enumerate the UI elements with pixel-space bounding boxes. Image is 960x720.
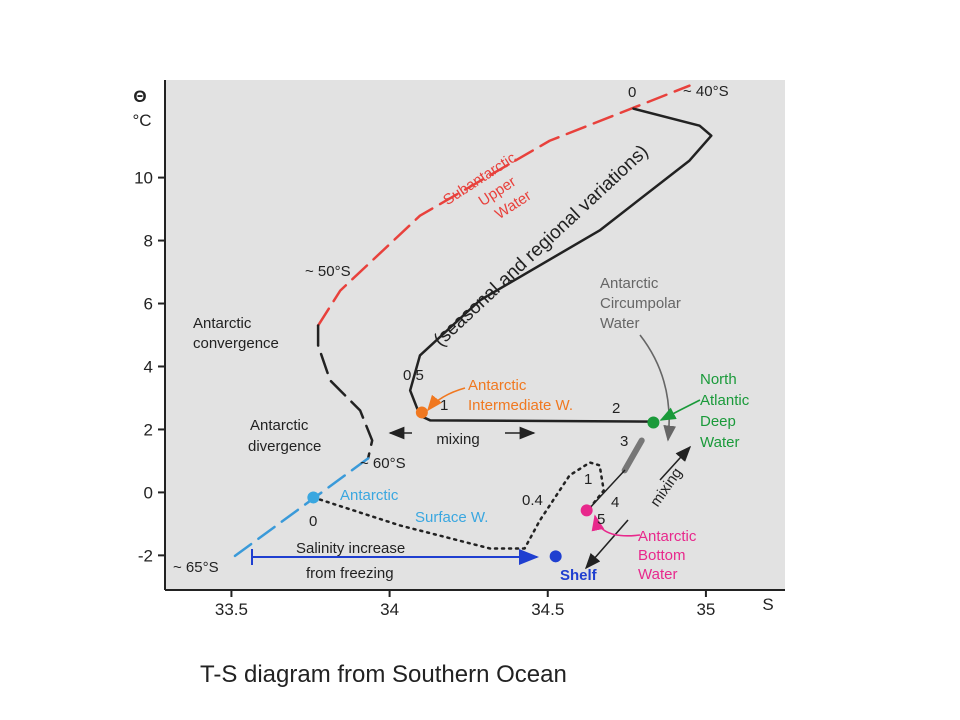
water-mass-point [415, 406, 428, 419]
y-tick-label: 6 [144, 295, 153, 314]
annotation: 0 [309, 513, 317, 530]
annotation: ~ 40°S [683, 83, 729, 100]
annotation: Atlantic [700, 392, 750, 409]
x-label: S [762, 595, 773, 614]
annotation: divergence [248, 438, 321, 455]
annotation: Antarctic [193, 315, 252, 332]
annotation: North [700, 371, 737, 388]
x-tick-label: 35 [696, 600, 715, 619]
annotation: Water [638, 566, 677, 583]
x-tick-label: 33.5 [215, 600, 248, 619]
annotation: convergence [193, 335, 279, 352]
annotation: 2 [612, 400, 620, 417]
x-tick-label: 34.5 [531, 600, 564, 619]
annotation: Antarctic [638, 528, 697, 545]
y-tick-label: 8 [144, 232, 153, 251]
annotation: Antarctic [250, 417, 309, 434]
annotation: Bottom [638, 547, 686, 564]
curve [621, 437, 645, 474]
annotation: Surface W. [415, 509, 488, 526]
annotation: Water [700, 434, 739, 451]
x-tick-label: 34 [380, 600, 399, 619]
curve [312, 461, 605, 550]
curve [316, 84, 691, 327]
annotation: 0 [628, 84, 636, 101]
annotation: Antarctic [340, 487, 399, 504]
annotation: ~ 50°S [305, 263, 351, 280]
annotation: Deep [700, 413, 736, 430]
annotation: 3 [620, 433, 628, 450]
annotation: Circumpolar [600, 295, 681, 312]
water-mass-point [580, 504, 593, 517]
annotation: ~ 65°S [173, 559, 219, 576]
annotation: 4 [611, 494, 619, 511]
plot-area [165, 80, 785, 590]
annotation: 1 [584, 471, 592, 488]
annotation: 0.5 [403, 367, 424, 384]
annotation: Intermediate W. [468, 397, 573, 414]
annotation: Shelf [560, 567, 598, 584]
y-tick-label: 0 [144, 483, 153, 502]
y-tick-label: 2 [144, 420, 153, 439]
annotation: ~ 60°S [360, 455, 406, 472]
annotation: mixing [436, 431, 479, 448]
annotation: Antarctic [468, 377, 527, 394]
annotation: Salinity increase [296, 540, 405, 557]
water-mass-point [307, 491, 320, 504]
annotation: 0.4 [522, 492, 543, 509]
annotation: from freezing [306, 565, 394, 582]
y-label: Θ [133, 87, 146, 106]
water-mass-point [549, 550, 562, 563]
y-tick-label: 4 [144, 357, 153, 376]
water-mass-point [647, 416, 660, 429]
arrows [251, 334, 701, 570]
annotation: Water [600, 315, 639, 332]
curve [316, 324, 374, 460]
annotation: Antarctic [600, 275, 659, 292]
plot-layer [230, 84, 713, 563]
caption: T-S diagram from Southern Ocean [200, 661, 567, 688]
annotation: 5 [597, 511, 605, 528]
y-unit: °C [132, 111, 151, 130]
curve [230, 457, 370, 560]
annotation: 1 [440, 397, 448, 414]
y-tick-label: -2 [138, 546, 153, 565]
y-tick-label: 10 [134, 169, 153, 188]
